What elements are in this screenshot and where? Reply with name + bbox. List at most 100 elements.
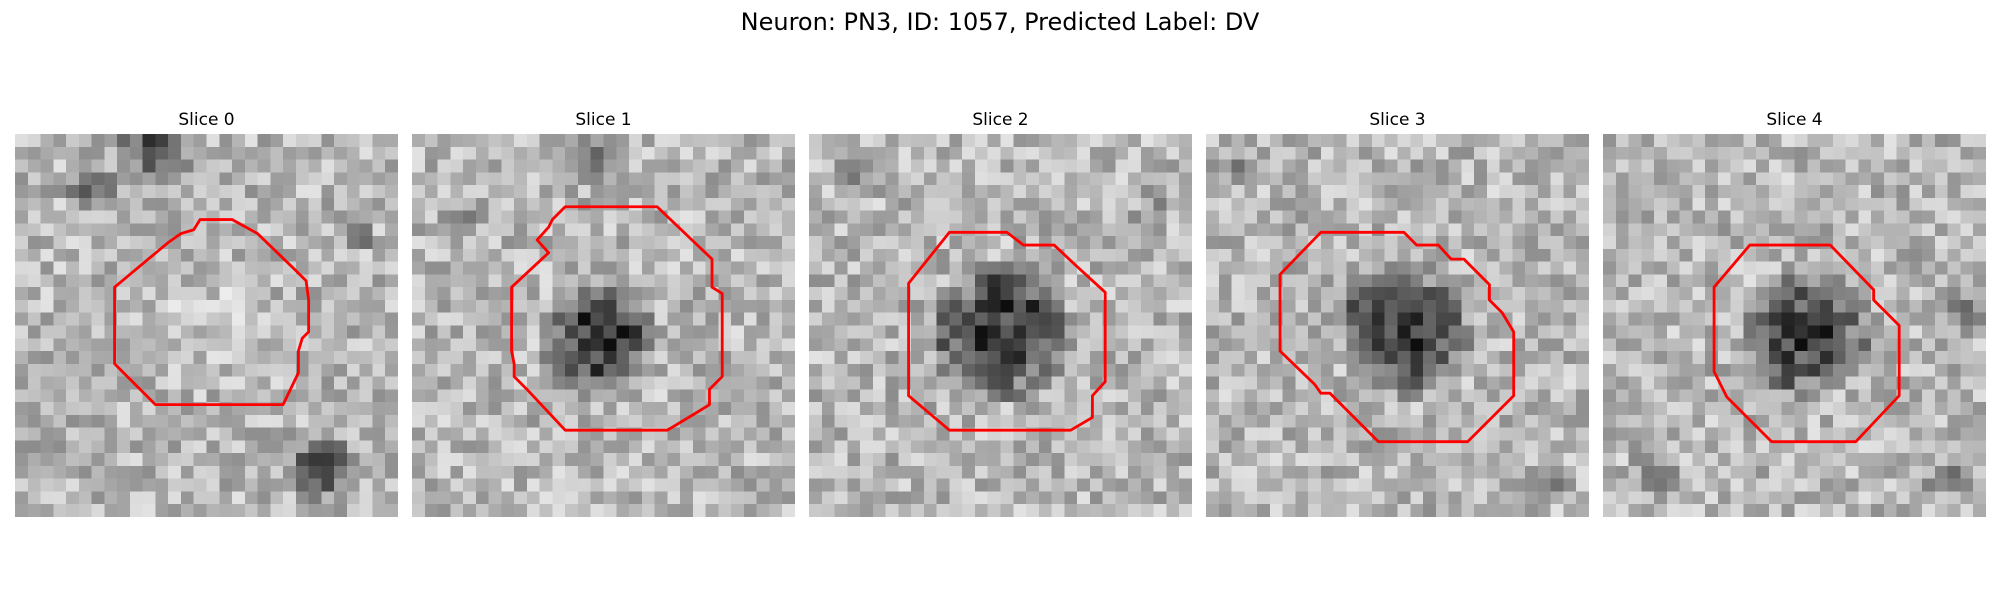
pixel (1140, 478, 1154, 492)
pixel (1218, 478, 1232, 492)
pixel (1705, 376, 1719, 390)
pixel (1717, 504, 1731, 517)
pixel (1537, 491, 1551, 505)
pixel (244, 299, 258, 313)
pixel (142, 402, 156, 416)
pixel (1371, 376, 1385, 390)
pixel (424, 223, 438, 237)
pixel (372, 414, 386, 428)
pixel (1960, 223, 1974, 237)
pixel (193, 325, 207, 339)
pixel (1730, 287, 1744, 301)
pixel (756, 287, 770, 301)
pixel (283, 312, 297, 326)
pixel (1563, 274, 1577, 288)
pixel (1973, 414, 1986, 428)
pixel (1244, 440, 1258, 454)
pixel (1576, 159, 1589, 173)
pixel (168, 261, 182, 275)
pixel (552, 236, 566, 250)
pixel (1397, 440, 1411, 454)
pixel (1346, 159, 1360, 173)
pixel (78, 185, 92, 199)
pixel (501, 134, 515, 148)
pixel (1692, 478, 1706, 492)
pixel (1346, 210, 1360, 224)
pixel (501, 504, 515, 517)
pixel (475, 248, 489, 262)
pixel (923, 287, 937, 301)
pixel (463, 261, 477, 275)
pixel (1525, 312, 1539, 326)
pixel (847, 440, 861, 454)
pixel (168, 351, 182, 365)
pixel (1820, 197, 1834, 211)
pixel (1679, 299, 1693, 313)
pixel (1960, 338, 1974, 352)
pixel (1423, 478, 1437, 492)
pixel (860, 146, 874, 160)
pixel (834, 427, 848, 441)
pixel (654, 299, 668, 313)
pixel (1909, 402, 1923, 416)
pixel (1499, 376, 1513, 390)
pixel (1922, 440, 1936, 454)
pixel (1807, 274, 1821, 288)
pixel (412, 351, 426, 365)
pixel (1705, 223, 1719, 237)
pixel (590, 504, 604, 517)
pixel (168, 325, 182, 339)
pixel (1051, 146, 1065, 160)
pixel (321, 185, 335, 199)
pixel (1231, 261, 1245, 275)
pixel (590, 376, 604, 390)
pixel (1026, 376, 1040, 390)
pixel (1371, 402, 1385, 416)
pixel (27, 402, 41, 416)
pixel (257, 287, 271, 301)
pixel (78, 402, 92, 416)
pixel (1320, 491, 1334, 505)
pixel (40, 338, 54, 352)
pixel (334, 338, 348, 352)
pixel (1641, 363, 1655, 377)
pixel (1832, 504, 1846, 517)
pixel (283, 236, 297, 250)
pixel (821, 491, 835, 505)
pixel (1038, 338, 1052, 352)
pixel (372, 274, 386, 288)
pixel (911, 172, 925, 186)
pixel (821, 312, 835, 326)
pixel (680, 172, 694, 186)
pixel (155, 440, 169, 454)
pixel (1153, 172, 1167, 186)
pixel (1628, 376, 1642, 390)
pixel (1397, 491, 1411, 505)
pixel (1153, 210, 1167, 224)
pixel (219, 440, 233, 454)
pixel (718, 504, 732, 517)
pixel (821, 465, 835, 479)
pixel (155, 210, 169, 224)
pixel (1603, 299, 1617, 313)
pixel (385, 299, 398, 313)
pixel (501, 478, 515, 492)
pixel (1794, 134, 1808, 148)
pixel (1038, 172, 1052, 186)
pixel (346, 299, 360, 313)
pixel (1781, 134, 1795, 148)
pixel (1871, 223, 1885, 237)
pixel (1371, 312, 1385, 326)
pixel (219, 223, 233, 237)
pixel (1282, 491, 1296, 505)
pixel (1474, 376, 1488, 390)
pixel (40, 453, 54, 467)
pixel (821, 325, 835, 339)
pixel (1603, 478, 1617, 492)
pixel (450, 504, 464, 517)
pixel (1371, 351, 1385, 365)
pixel (1153, 197, 1167, 211)
pixel (552, 274, 566, 288)
pixel (809, 134, 823, 148)
pixel (936, 312, 950, 326)
